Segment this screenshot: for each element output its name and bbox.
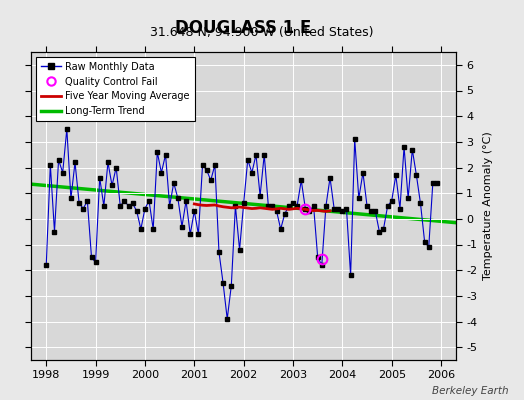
Text: Berkeley Earth: Berkeley Earth [432, 386, 508, 396]
Y-axis label: Temperature Anomaly (°C): Temperature Anomaly (°C) [483, 132, 493, 280]
Title: DOUGLASS 1 E: DOUGLASS 1 E [176, 18, 312, 36]
Text: 31.648 N, 94.900 W (United States): 31.648 N, 94.900 W (United States) [150, 26, 374, 39]
Legend: Raw Monthly Data, Quality Control Fail, Five Year Moving Average, Long-Term Tren: Raw Monthly Data, Quality Control Fail, … [36, 57, 195, 121]
